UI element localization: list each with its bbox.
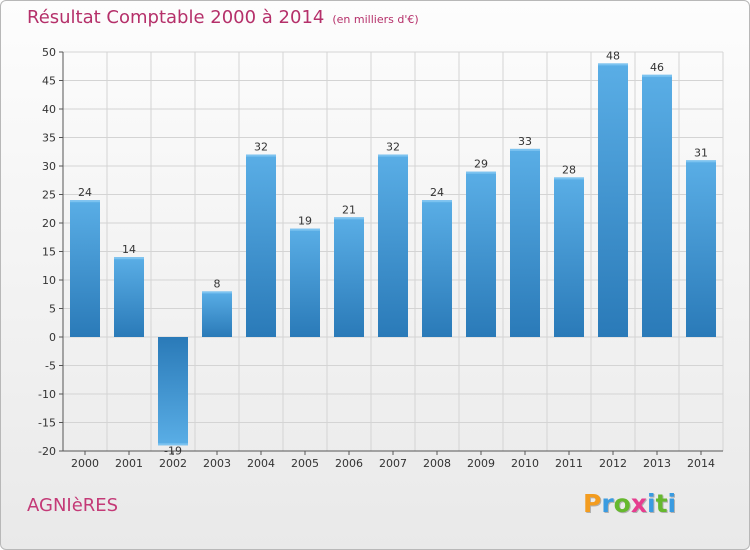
- logo-letter: x: [630, 489, 647, 518]
- data-label: 19: [298, 215, 312, 228]
- bar-edge: [70, 200, 100, 203]
- bar-2010: [510, 148, 540, 337]
- bar-2008: [422, 200, 452, 337]
- y-tick-label: -10: [38, 388, 56, 401]
- bar-edge: [378, 154, 408, 157]
- bar-edge: [466, 171, 496, 174]
- bar-edge: [422, 200, 452, 203]
- y-tick-label: -20: [38, 445, 56, 458]
- x-tick-label: 2001: [115, 457, 143, 470]
- logo-letter: P: [583, 489, 602, 518]
- bar-edge: [202, 291, 232, 294]
- bar-2011: [554, 177, 584, 337]
- y-tick-label: 40: [42, 103, 56, 116]
- y-tick-label: 15: [42, 246, 56, 259]
- data-label: 32: [254, 141, 268, 154]
- bar-2004: [246, 154, 276, 337]
- y-tick-label: 50: [42, 46, 56, 59]
- bar-2013: [642, 74, 672, 338]
- bar-2000: [70, 200, 100, 337]
- chart-unit-note: (en milliers d'€): [332, 13, 419, 26]
- y-tick-label: 5: [49, 303, 56, 316]
- logo-letter: o: [613, 489, 631, 518]
- x-tick-label: 2011: [555, 457, 583, 470]
- data-label: 24: [430, 186, 444, 199]
- bar-edge: [642, 74, 672, 77]
- x-tick-label: 2003: [203, 457, 231, 470]
- x-tick-label: 2013: [643, 457, 671, 470]
- data-label: 29: [474, 158, 488, 171]
- x-tick-label: 2004: [247, 457, 275, 470]
- data-label: 33: [518, 135, 532, 148]
- bar-2009: [466, 171, 496, 337]
- bar-2006: [334, 217, 364, 337]
- x-tick-label: 2010: [511, 457, 539, 470]
- title-row: Résultat Comptable 2000 à 2014 (en millie…: [27, 7, 419, 28]
- bar-edge: [686, 160, 716, 163]
- y-tick-label: 30: [42, 160, 56, 173]
- data-label: 14: [122, 243, 136, 256]
- bars: [70, 63, 716, 446]
- bar-edge: [114, 257, 144, 260]
- y-tick-label: 0: [49, 331, 56, 344]
- bar-2012: [598, 63, 628, 338]
- bar-edge: [158, 443, 188, 446]
- x-tick-label: 2006: [335, 457, 363, 470]
- bar-2003: [202, 291, 232, 337]
- bar-2007: [378, 154, 408, 337]
- bar-2005: [290, 228, 320, 337]
- y-tick-label: 35: [42, 132, 56, 145]
- data-label: 48: [606, 49, 620, 62]
- bar-edge: [554, 177, 584, 180]
- x-tick-label: 2009: [467, 457, 495, 470]
- y-tick-label: -5: [45, 360, 56, 373]
- commune-name: AGNIèRES: [27, 495, 119, 516]
- logo-letter: r: [601, 489, 614, 518]
- proxiti-logo: Proxiti: [583, 489, 676, 518]
- x-tick-label: 2012: [599, 457, 627, 470]
- bar-edge: [598, 63, 628, 66]
- data-label: 24: [78, 186, 92, 199]
- x-tick-label: 2007: [379, 457, 407, 470]
- data-label: 46: [650, 61, 664, 74]
- data-labels: 24 14 -19 8 32 19 21 32 24 29 33 28 48 46 31: [78, 49, 708, 457]
- data-label: 8: [214, 277, 221, 290]
- data-label: -19: [164, 444, 182, 457]
- y-tick-label: 45: [42, 75, 56, 88]
- x-tick-label: 2002: [159, 457, 187, 470]
- data-label: 28: [562, 163, 576, 176]
- chart-title: Résultat Comptable 2000 à 2014: [27, 7, 325, 28]
- y-tick-label: -15: [38, 417, 56, 430]
- bar-edge: [510, 148, 540, 151]
- bar-2014: [686, 160, 716, 337]
- data-label: 32: [386, 141, 400, 154]
- bar-edge: [334, 217, 364, 220]
- bar-edge: [290, 228, 320, 231]
- x-tick-label: 2005: [291, 457, 319, 470]
- y-tick-label: 10: [42, 274, 56, 287]
- logo-letter: i: [667, 489, 677, 518]
- x-tick-label: 2014: [687, 457, 715, 470]
- bar-edge: [246, 154, 276, 157]
- logo-letter: i: [647, 489, 656, 518]
- bar-2002: [158, 337, 188, 446]
- data-label: 31: [694, 146, 708, 159]
- x-tick-label: 2000: [71, 457, 99, 470]
- y-tick-label: 20: [42, 217, 56, 230]
- data-label: 21: [342, 203, 356, 216]
- y-tick-label: 25: [42, 189, 56, 202]
- logo-letter: t: [655, 489, 668, 518]
- x-tick-label: 2008: [423, 457, 451, 470]
- bar-2001: [114, 257, 144, 337]
